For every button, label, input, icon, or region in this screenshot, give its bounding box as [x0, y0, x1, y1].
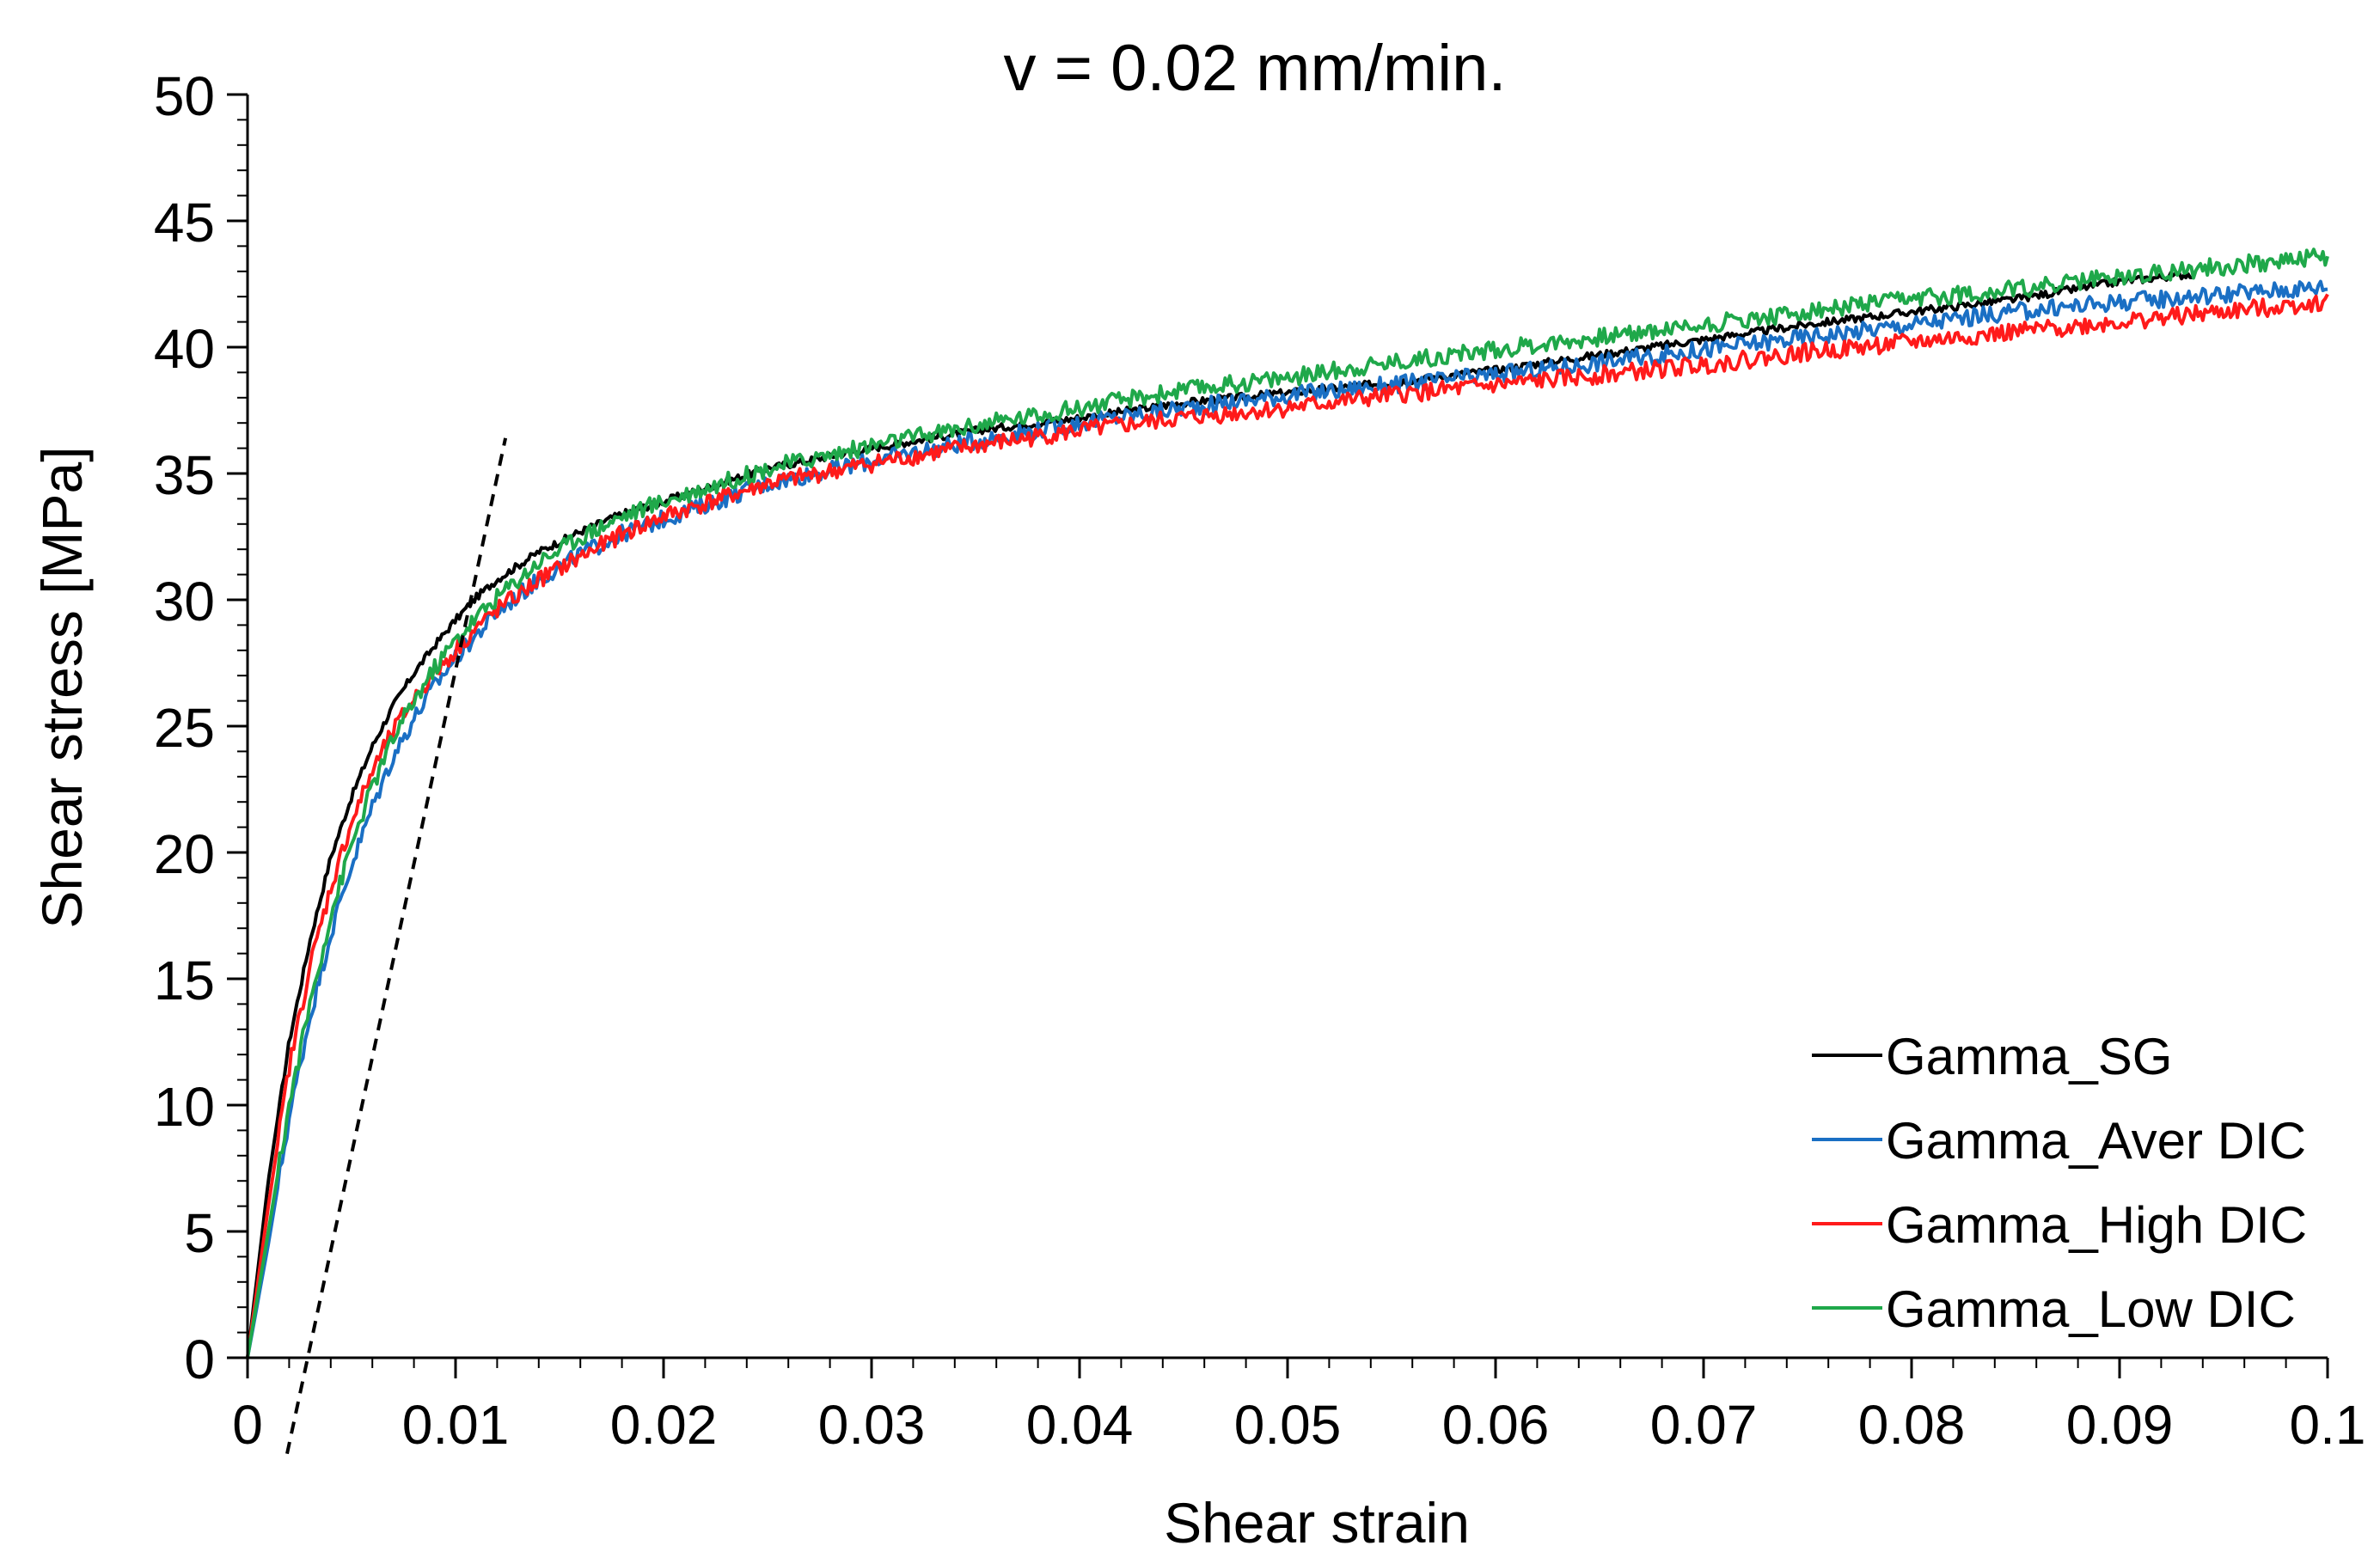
ticks: 0 5 10 15 20 25 30 35 40 45 50 0 0.01 0.02 0.03 0.04 0.0… [154, 65, 2366, 1456]
series-line-gamma-high-dic [246, 293, 2329, 1359]
y-tick-label: 40 [154, 318, 215, 380]
x-tick-label: 0.09 [2066, 1394, 2174, 1456]
x-tick-label: 0.08 [1858, 1394, 1966, 1456]
y-tick-label: 15 [154, 950, 215, 1011]
x-tick-label: 0.06 [1442, 1394, 1550, 1456]
series-line-elastic-tangent [285, 437, 508, 1455]
y-tick-label: 10 [154, 1076, 215, 1138]
x-tick-label: 0.01 [402, 1394, 510, 1456]
y-tick-label: 30 [154, 571, 215, 632]
y-tick-label: 0 [184, 1329, 215, 1390]
legend-label: Gamma_Aver DIC [1886, 1112, 2306, 1170]
legend-label: Gamma_SG [1886, 1028, 2172, 1085]
legend: Gamma_SG Gamma_Aver DIC Gamma_High DIC Gamm… [1812, 1028, 2307, 1338]
x-tick-label: 0.04 [1026, 1394, 1134, 1456]
legend-label: Gamma_Low DIC [1886, 1280, 2296, 1338]
x-tick-label: 0.02 [610, 1394, 718, 1456]
x-tick-label: 0.05 [1234, 1394, 1342, 1456]
x-tick-label: 0 [232, 1394, 263, 1456]
x-tick-label: 0.1 [2290, 1394, 2366, 1456]
y-tick-label: 25 [154, 697, 215, 759]
series-line-gamma-low-dic [246, 247, 2329, 1359]
x-tick-label: 0.03 [818, 1394, 926, 1456]
y-tick-label: 20 [154, 823, 215, 885]
y-tick-label: 50 [154, 65, 215, 127]
y-tick-label: 35 [154, 444, 215, 506]
chart-title: v = 0.02 mm/min. [1004, 32, 1507, 105]
x-axis-label: Shear strain [1164, 1491, 1470, 1555]
y-tick-label: 5 [184, 1202, 215, 1264]
plot-area [246, 247, 2329, 1455]
x-tick-label: 0.07 [1650, 1394, 1758, 1456]
series-line-gamma-aver-dic [246, 279, 2328, 1359]
legend-label: Gamma_High DIC [1886, 1196, 2307, 1254]
y-tick-label: 45 [154, 192, 215, 254]
y-axis-label: Shear stress [MPa] [30, 446, 94, 928]
